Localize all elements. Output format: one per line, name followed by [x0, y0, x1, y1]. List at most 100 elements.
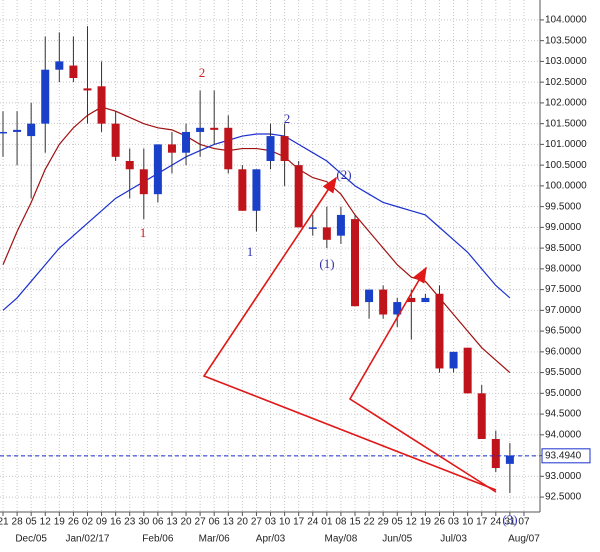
candle-body — [477, 393, 486, 439]
x-tick-label: 01 — [321, 517, 333, 528]
candle-body — [55, 61, 64, 70]
x-tick-label: 20 — [180, 517, 192, 528]
y-tick-label: 99.0000 — [545, 222, 582, 233]
candle-body — [351, 219, 359, 307]
x-tick-label: 29 — [378, 517, 390, 528]
candle-body — [308, 227, 317, 229]
arrow — [348, 266, 497, 493]
x-tick-label: 23 — [124, 517, 136, 528]
x-tick-label: 26 — [434, 517, 446, 528]
x-month-label: May/08 — [325, 534, 358, 545]
x-tick-label: 06 — [209, 517, 221, 528]
x-tick-label: 27 — [195, 517, 207, 528]
wave-label: 1 — [247, 244, 254, 259]
candle-body — [0, 131, 7, 134]
x-tick-label: 12 — [406, 517, 418, 528]
candle-body — [167, 144, 176, 153]
x-month-label: Jan/02/17 — [66, 534, 110, 545]
y-tick-label: 94.5000 — [545, 409, 582, 420]
plot-area — [0, 26, 540, 493]
x-month-label: Mar/06 — [199, 534, 231, 545]
y-tick-label: 101.5000 — [545, 118, 587, 129]
x-month-label: Aug/07 — [508, 534, 540, 545]
x-tick-label: 26 — [68, 517, 80, 528]
x-tick-label: 15 — [349, 517, 361, 528]
x-tick-label: 17 — [476, 517, 488, 528]
x-month-label: Feb/06 — [142, 534, 174, 545]
x-tick-label: 13 — [166, 517, 178, 528]
moving-average — [2, 133, 511, 311]
candle-body — [41, 69, 50, 124]
wave-label: 2 — [284, 111, 291, 126]
x-tick-label: 05 — [26, 517, 38, 528]
y-tick-label: 95.5000 — [545, 367, 582, 378]
y-tick-label: 102.0000 — [545, 98, 587, 109]
wave-arrows — [202, 176, 497, 493]
candle-body — [224, 127, 233, 170]
candle-body — [505, 455, 514, 464]
x-tick-label: 10 — [462, 517, 474, 528]
candle-body — [182, 131, 191, 153]
x-tick-label: 24 — [307, 517, 319, 528]
candle-body — [153, 144, 162, 195]
y-tick-label: 104.0000 — [545, 15, 587, 26]
y-tick-label: 98.0000 — [545, 264, 582, 275]
last-price-label: 93.4940 — [545, 450, 582, 461]
x-tick-label: 10 — [279, 517, 291, 528]
y-tick-label: 96.0000 — [545, 346, 582, 357]
x-tick-label: 03 — [448, 517, 460, 528]
candle-body — [238, 169, 247, 211]
candle-body — [336, 214, 345, 236]
x-tick-label: 21 — [0, 517, 9, 528]
candle-body — [322, 227, 331, 240]
x-tick-label: 16 — [110, 517, 122, 528]
x-month-label: Dec/05 — [15, 534, 47, 545]
y-tick-label: 95.0000 — [545, 388, 582, 399]
x-month-label: Apr/03 — [256, 534, 286, 545]
arrow — [202, 176, 497, 491]
candle-body — [27, 123, 36, 137]
x-tick-label: 27 — [251, 517, 263, 528]
y-tick-label: 92.5000 — [545, 492, 582, 503]
y-tick-label: 94.0000 — [545, 429, 582, 440]
last-price-box — [541, 448, 591, 464]
x-tick-label: 06 — [152, 517, 164, 528]
y-tick-label: 97.0000 — [545, 305, 582, 316]
y-tick-label: 96.5000 — [545, 326, 582, 337]
candle-body — [407, 297, 416, 303]
x-tick-label: 03 — [265, 517, 277, 528]
wave-label: (1) — [319, 256, 334, 271]
x-tick-label: 05 — [392, 517, 404, 528]
y-tick-label: 103.5000 — [545, 35, 587, 46]
y-tick-label: 100.5000 — [545, 160, 587, 171]
y-tick-label: 98.5000 — [545, 243, 582, 254]
candle-body — [379, 289, 388, 315]
candle-body — [196, 127, 205, 132]
candle-body — [210, 127, 219, 130]
x-tick-label: 24 — [490, 517, 502, 528]
wave-label: (2) — [336, 167, 351, 182]
x-tick-label: 02 — [82, 517, 94, 528]
x-tick-label: 20 — [237, 517, 249, 528]
candle-body — [13, 129, 22, 132]
x-tick-label: 07 — [518, 517, 530, 528]
candle-body — [252, 169, 261, 211]
candle-body — [111, 123, 120, 157]
grid — [0, 0, 540, 512]
candle-body — [365, 289, 374, 303]
x-tick-label: 17 — [293, 517, 305, 528]
y-tick-label: 99.5000 — [545, 201, 582, 212]
wave-label: (3) — [502, 512, 517, 527]
y-tick-label: 103.0000 — [545, 56, 587, 67]
candle-body — [266, 136, 275, 161]
axes: 92.500093.000093.500094.000094.500095.00… — [0, 15, 591, 545]
y-tick-label: 97.5000 — [545, 284, 582, 295]
y-tick-label: 102.5000 — [545, 77, 587, 88]
x-month-label: Jul/03 — [440, 534, 467, 545]
wave-label: 1 — [140, 225, 147, 240]
candle-body — [97, 86, 106, 124]
x-tick-label: 19 — [54, 517, 66, 528]
candle-body — [435, 293, 444, 369]
